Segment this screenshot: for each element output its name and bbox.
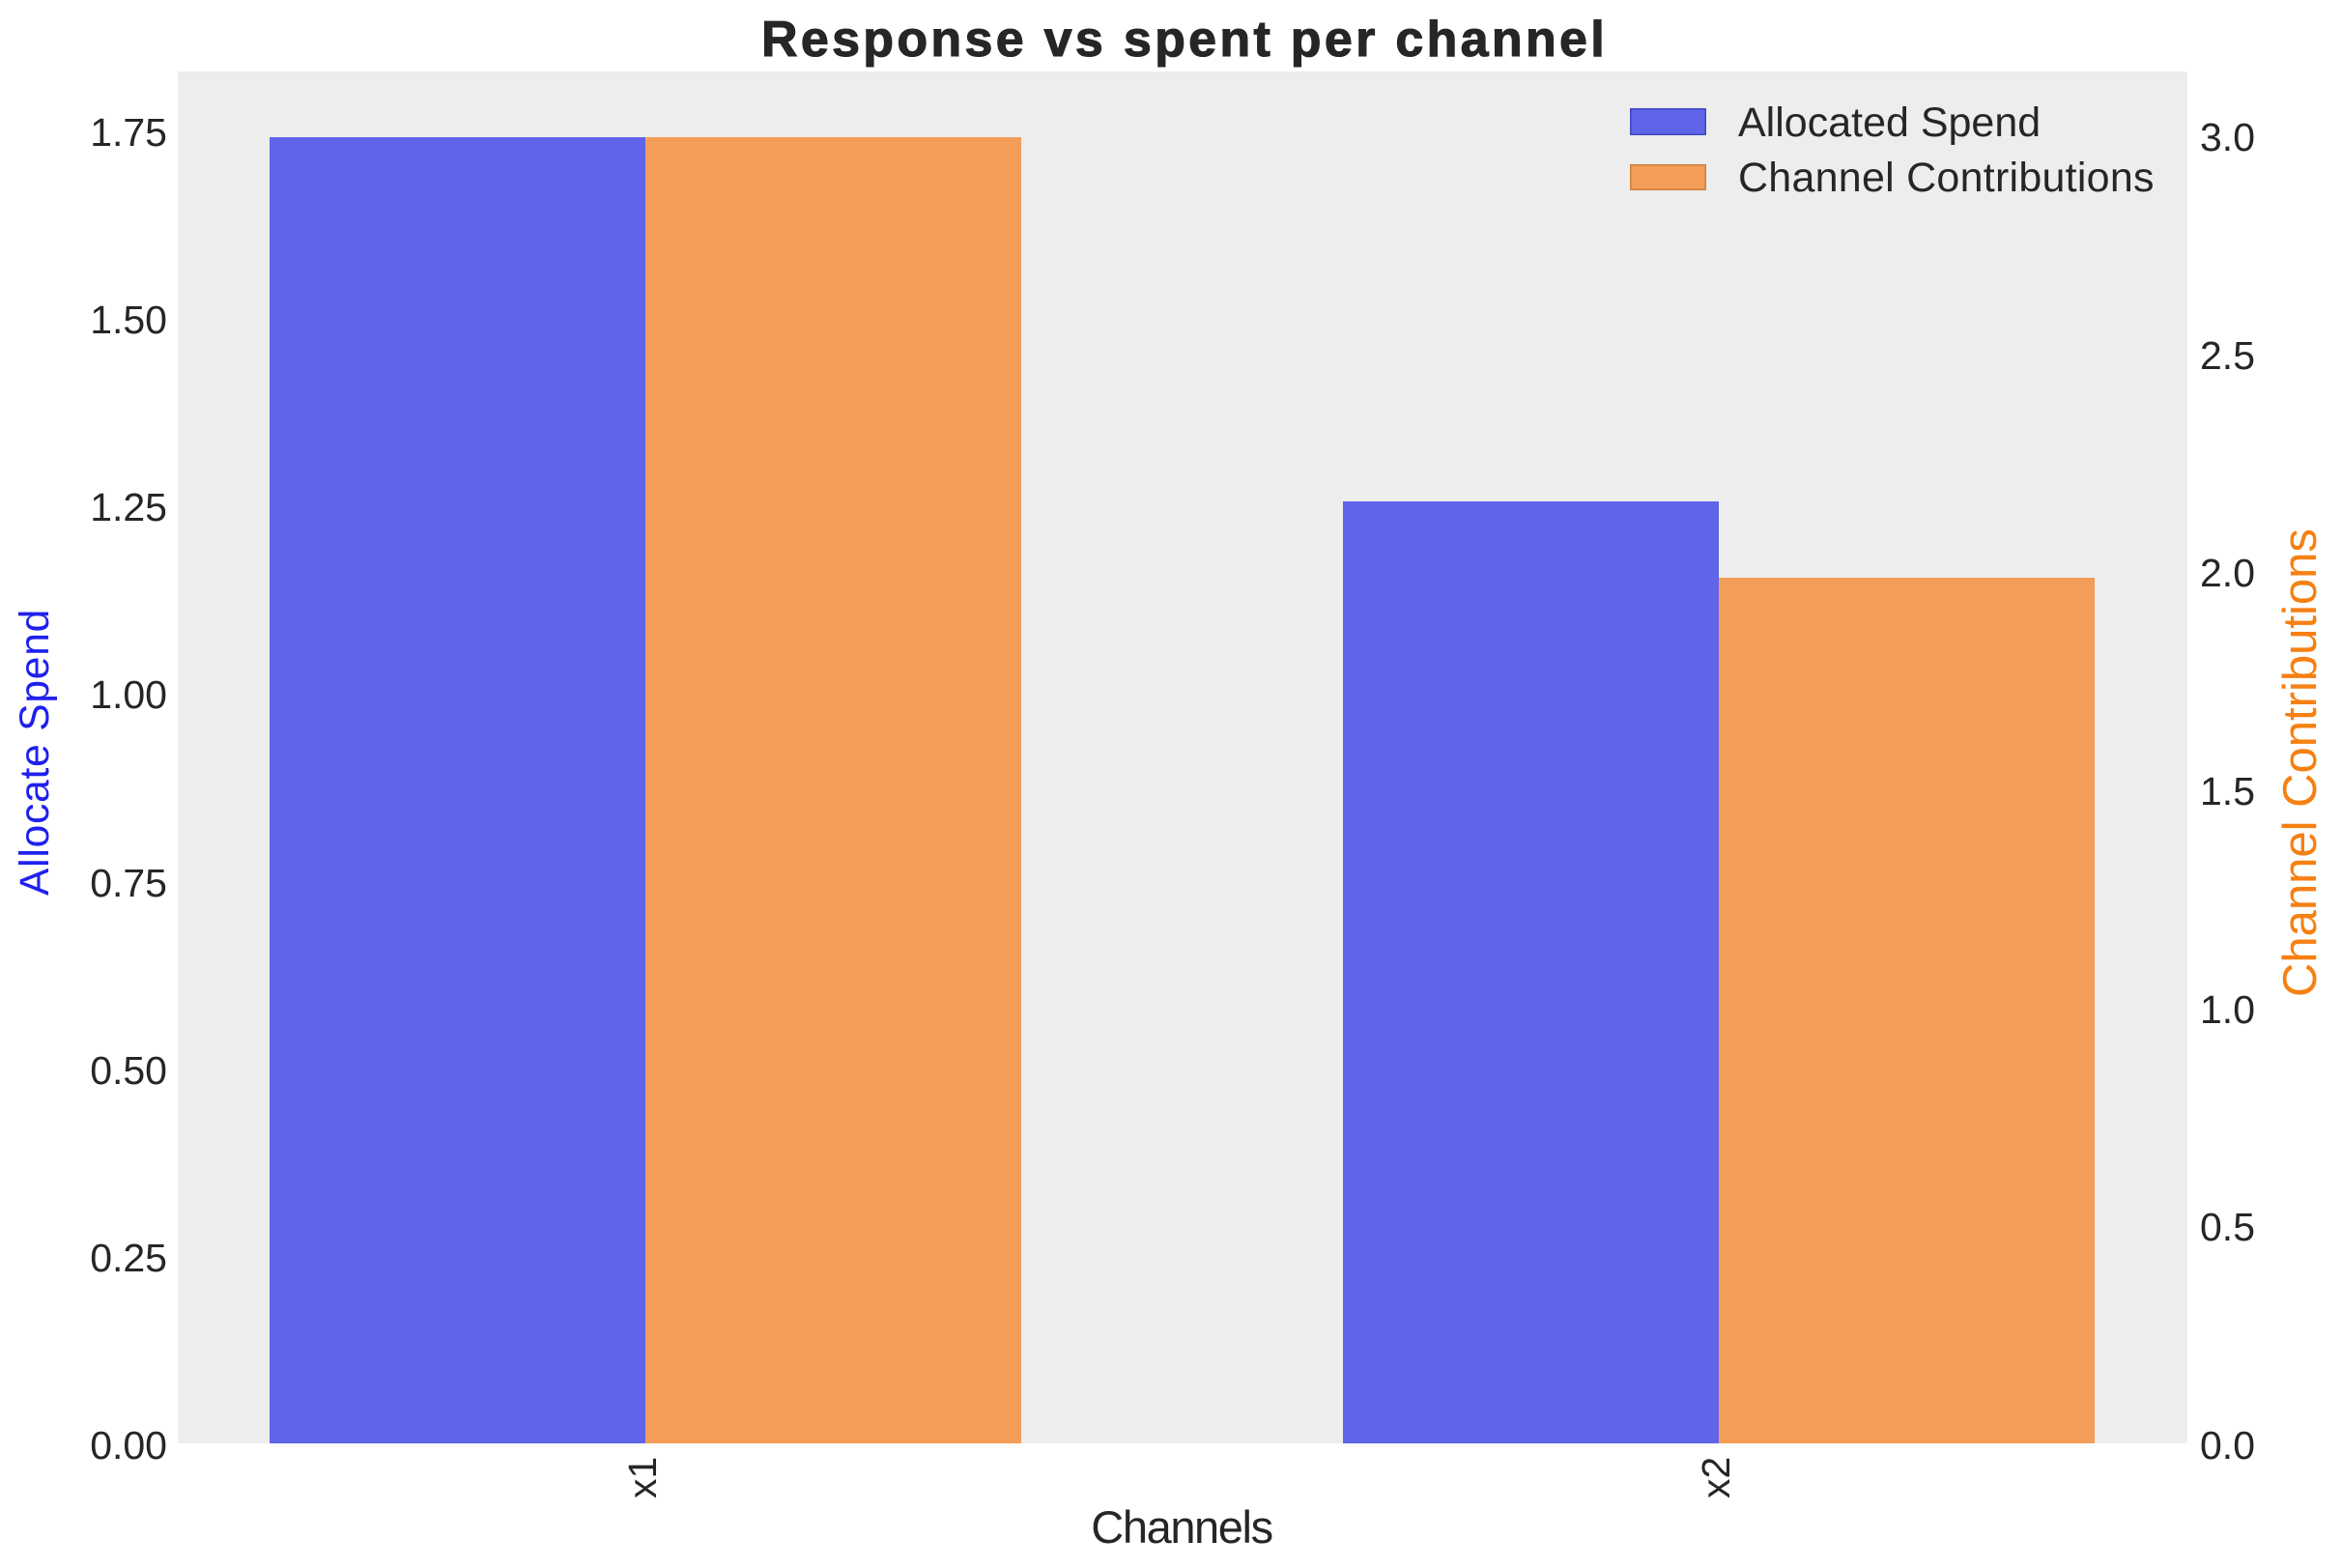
svg-text:0.50: 0.50 [90,1048,167,1093]
svg-text:Channels: Channels [1091,1501,1271,1553]
svg-text:x1: x1 [620,1457,665,1498]
svg-text:0.0: 0.0 [2200,1423,2255,1468]
svg-text:3.0: 3.0 [2200,115,2255,159]
svg-text:1.50: 1.50 [90,298,167,342]
svg-text:2.5: 2.5 [2200,333,2255,378]
svg-text:1.75: 1.75 [90,110,167,155]
svg-text:0.5: 0.5 [2200,1205,2255,1249]
svg-text:0.25: 0.25 [90,1236,167,1280]
svg-text:0.00: 0.00 [90,1423,167,1468]
svg-text:1.00: 1.00 [90,672,167,717]
svg-text:1.25: 1.25 [90,485,167,529]
svg-text:Channel Contributions: Channel Contributions [1738,155,2155,201]
svg-text:2.0: 2.0 [2200,551,2255,595]
svg-text:Allocate Spend: Allocate Spend [13,609,58,896]
svg-text:Channel Contributions: Channel Contributions [2274,528,2327,997]
svg-text:0.75: 0.75 [90,861,167,905]
svg-text:Response vs spent per channel: Response vs spent per channel [761,12,1608,68]
svg-text:x2: x2 [1694,1457,1738,1498]
svg-text:Allocated Spend: Allocated Spend [1738,100,2041,146]
svg-text:1.0: 1.0 [2200,987,2255,1032]
svg-text:1.5: 1.5 [2200,769,2255,813]
